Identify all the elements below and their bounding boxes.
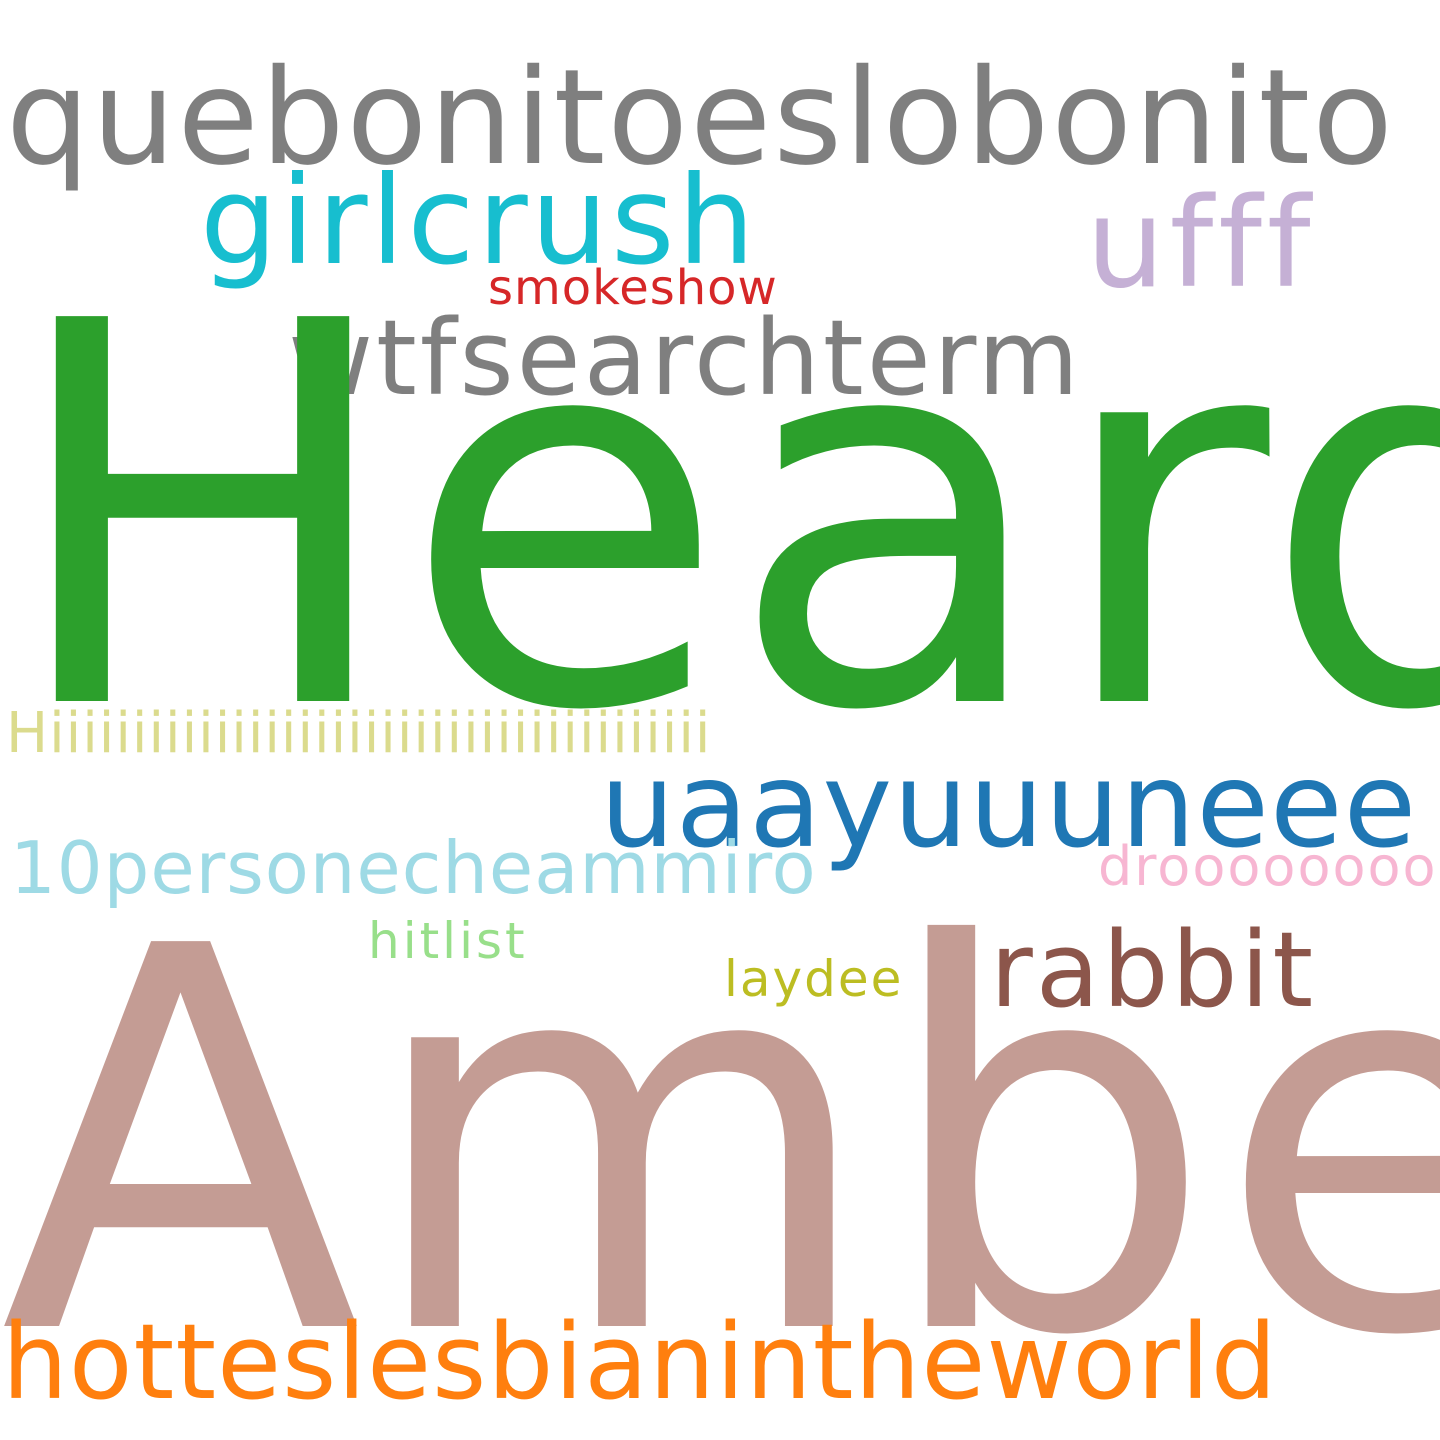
word-girlcrush: girlcrush <box>200 150 758 292</box>
word-quebonitoeslobonito: quebonitoeslobonito <box>6 41 1395 195</box>
word-hotteslesbianintheworld: hotteslesbianintheworld <box>2 1301 1278 1423</box>
word-rabbit: rabbit <box>990 909 1317 1031</box>
word-10personecheammiro: 10personecheammiro <box>10 826 817 910</box>
word-hitlist: hitlist <box>368 912 528 970</box>
word-amber: Amber <box>0 836 1440 1440</box>
word-wtfsearchterm: wtfsearchterm <box>288 297 1082 419</box>
word-drooooooool: drooooooool <box>1098 835 1440 898</box>
word-smokeshow: smokeshow <box>488 260 778 316</box>
word-uaayuuuneee: uaayuuuneee <box>600 736 1418 874</box>
word-heard: Heard <box>4 211 1440 826</box>
word-laydee: laydee <box>724 950 904 1008</box>
word-hiii: Hiiiiiiiiiiiiiiiiiiiiiiiiiiiiiiiiiiiiiii… <box>6 701 712 766</box>
word-ufff: ufff <box>1086 172 1316 316</box>
